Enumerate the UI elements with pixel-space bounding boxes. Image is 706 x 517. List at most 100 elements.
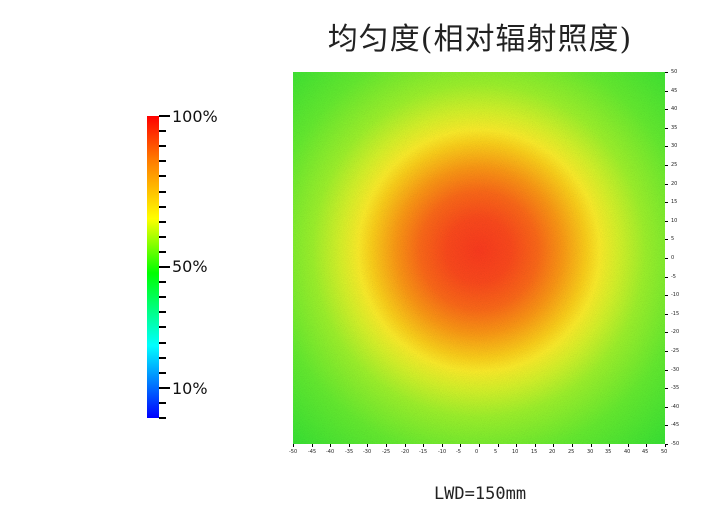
- y-tick: [665, 165, 668, 166]
- y-tick: [665, 202, 668, 203]
- x-tick: [460, 444, 461, 447]
- colorbar-tick: [159, 160, 166, 162]
- y-tick: [665, 146, 668, 147]
- colorbar-label-100: 100%: [172, 107, 218, 126]
- x-tick: [646, 444, 647, 447]
- x-tick-label: -35: [345, 449, 354, 455]
- colorbar: [147, 116, 159, 418]
- y-tick-label: 50: [671, 69, 678, 75]
- y-tick-label: -15: [671, 311, 680, 317]
- colorbar-tick: [159, 191, 166, 193]
- y-tick-label: 15: [671, 199, 678, 205]
- x-tick: [405, 444, 406, 447]
- heatmap-plot: [293, 72, 665, 444]
- y-tick: [665, 72, 668, 73]
- x-tick-label: -40: [326, 449, 335, 455]
- x-tick-label: 40: [624, 449, 631, 455]
- x-tick: [349, 444, 350, 447]
- x-tick-label: 30: [587, 449, 594, 455]
- colorbar-tick: [159, 342, 166, 344]
- colorbar-tick: [159, 236, 166, 238]
- x-tick: [553, 444, 554, 447]
- y-tick-label: 45: [671, 88, 678, 94]
- colorbar-tick: [159, 372, 166, 374]
- y-tick-label: -45: [671, 422, 680, 428]
- y-tick-label: 10: [671, 218, 678, 224]
- x-tick: [330, 444, 331, 447]
- y-tick: [665, 444, 668, 445]
- y-tick: [665, 407, 668, 408]
- x-tick: [386, 444, 387, 447]
- heatmap-noise: [293, 72, 665, 444]
- x-tick: [312, 444, 313, 447]
- y-tick: [665, 109, 668, 110]
- y-tick-label: -10: [671, 292, 680, 298]
- x-tick-label: -25: [382, 449, 391, 455]
- x-tick: [367, 444, 368, 447]
- y-tick-label: -40: [671, 404, 680, 410]
- colorbar-tick: [159, 311, 166, 313]
- y-tick: [665, 314, 668, 315]
- x-tick: [535, 444, 536, 447]
- colorbar-tick: [159, 130, 166, 132]
- x-tick-label: -15: [419, 449, 428, 455]
- x-tick: [609, 444, 610, 447]
- y-tick-label: -35: [671, 385, 680, 391]
- x-tick-label: -50: [289, 449, 298, 455]
- x-tick: [591, 444, 592, 447]
- y-tick-label: 25: [671, 162, 678, 168]
- y-tick: [665, 277, 668, 278]
- colorbar-tick: [159, 296, 166, 298]
- x-tick-label: 25: [568, 449, 575, 455]
- y-tick-label: -5: [671, 274, 676, 280]
- x-tick-label: -20: [401, 449, 410, 455]
- colorbar-tick: [159, 387, 170, 389]
- x-tick-label: -45: [308, 449, 317, 455]
- colorbar-tick: [159, 281, 166, 283]
- y-tick-label: 5: [671, 236, 675, 242]
- chart-title: 均匀度(相对辐射照度): [327, 22, 633, 57]
- x-tick-label: 0: [475, 449, 479, 455]
- x-tick: [479, 444, 480, 447]
- y-tick: [665, 128, 668, 129]
- colorbar-label-50: 50%: [172, 257, 208, 276]
- x-tick: [516, 444, 517, 447]
- colorbar-tick: [159, 145, 166, 147]
- x-tick-label: 35: [605, 449, 612, 455]
- x-tick-label: 10: [512, 449, 519, 455]
- x-tick: [423, 444, 424, 447]
- y-tick-label: 40: [671, 106, 678, 112]
- x-tick-label: -5: [456, 449, 461, 455]
- y-tick-label: -30: [671, 367, 680, 373]
- colorbar-tick: [159, 357, 166, 359]
- colorbar-tick: [159, 402, 166, 404]
- y-tick-label: -20: [671, 329, 680, 335]
- y-tick: [665, 332, 668, 333]
- x-tick-label: 20: [549, 449, 556, 455]
- y-tick: [665, 425, 668, 426]
- x-tick: [498, 444, 499, 447]
- y-tick-label: 20: [671, 181, 678, 187]
- y-tick: [665, 91, 668, 92]
- x-tick-label: 45: [642, 449, 649, 455]
- colorbar-tick: [159, 221, 166, 223]
- colorbar-tick: [159, 251, 166, 253]
- y-tick-label: -25: [671, 348, 680, 354]
- colorbar-tick: [159, 115, 170, 117]
- y-tick: [665, 388, 668, 389]
- y-tick: [665, 184, 668, 185]
- y-tick: [665, 258, 668, 259]
- colorbar-tick: [159, 266, 170, 268]
- colorbar-tick: [159, 175, 166, 177]
- x-tick: [628, 444, 629, 447]
- y-tick-label: 30: [671, 143, 678, 149]
- x-tick-label: 5: [494, 449, 498, 455]
- colorbar-tick: [159, 417, 166, 419]
- y-tick: [665, 295, 668, 296]
- colorbar-tick: [159, 206, 166, 208]
- y-tick: [665, 239, 668, 240]
- y-tick: [665, 221, 668, 222]
- x-tick-label: -30: [363, 449, 372, 455]
- y-tick-label: -50: [671, 441, 680, 447]
- y-tick: [665, 351, 668, 352]
